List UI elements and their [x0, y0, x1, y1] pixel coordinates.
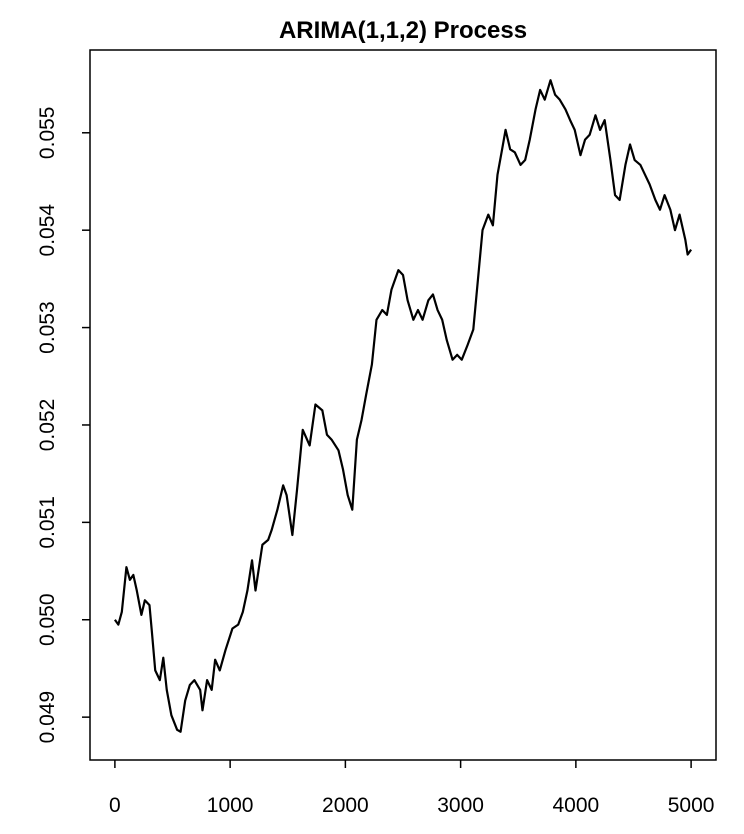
y-tick-label: 0.053 [36, 301, 59, 354]
y-tick-label: 0.049 [36, 691, 59, 744]
x-tick-label: 2000 [322, 794, 369, 817]
y-tick-label: 0.051 [36, 496, 59, 549]
y-tick-label: 0.055 [36, 107, 59, 160]
y-tick-label: 0.052 [36, 399, 59, 452]
x-tick-label: 4000 [553, 794, 600, 817]
plot-frame [89, 49, 717, 761]
chart-title: ARIMA(1,1,2) Process [279, 17, 527, 44]
series-line [113, 79, 693, 733]
y-tick-label: 0.050 [36, 593, 59, 646]
x-tick-label: 5000 [668, 794, 715, 817]
x-tick-label: 0 [109, 794, 121, 817]
y-tick-label: 0.054 [36, 204, 59, 257]
x-tick-label: 1000 [207, 794, 254, 817]
x-tick-label: 3000 [437, 794, 484, 817]
